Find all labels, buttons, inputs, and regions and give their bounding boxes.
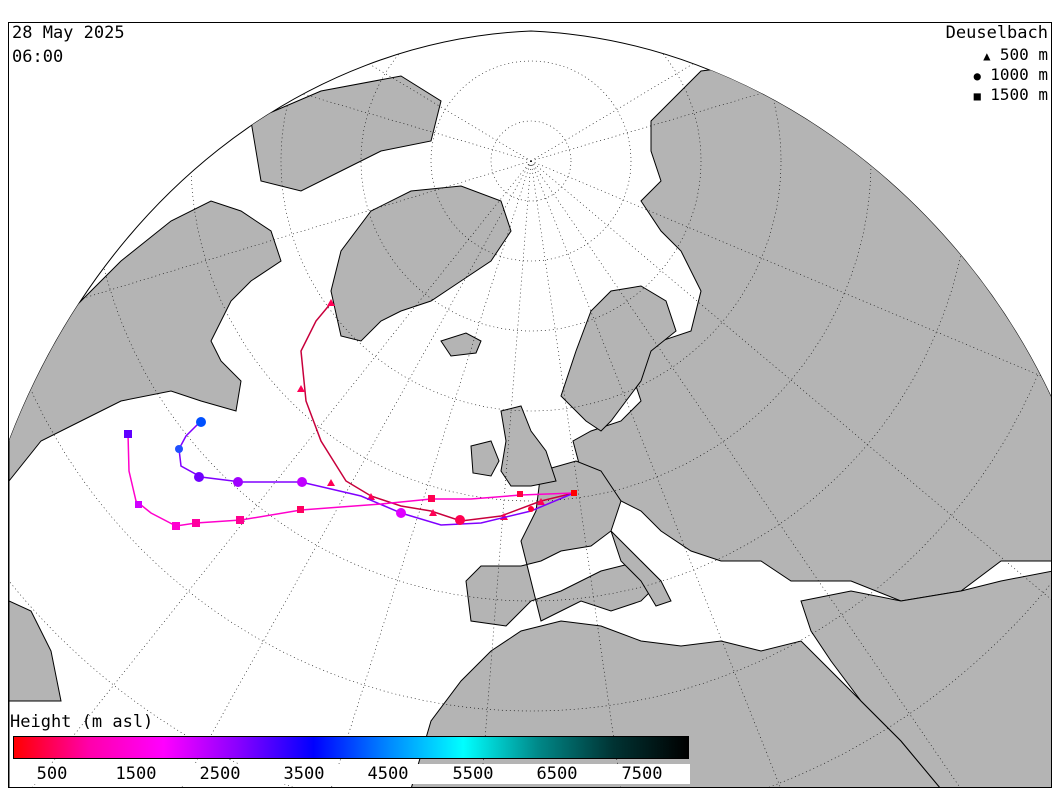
time-label: 06:00 [12, 47, 64, 67]
square-icon: ■ [973, 89, 981, 103]
legend-item-1500m: ■ 1500 m [970, 86, 1048, 105]
legend-item-1000m: ● 1000 m [970, 66, 1048, 85]
triangle-icon: ▲ [983, 49, 991, 63]
map-canvas [9, 30, 1051, 787]
legend-item-500m: ▲ 500 m [980, 46, 1048, 65]
height-scale-ticks: 500 1500 2500 3500 4500 5500 6500 7500 [10, 764, 690, 784]
height-color-scale [13, 736, 689, 759]
land-caribbean [9, 600, 62, 702]
land-italy [610, 530, 672, 607]
land-britain [500, 405, 557, 487]
station-name: Deuselbach [945, 23, 1048, 43]
date-label: 28 May 2025 [12, 23, 125, 43]
circle-icon: ● [973, 69, 981, 83]
scale-tick-label: 7500 [621, 764, 663, 784]
scale-tick-label: 6500 [536, 764, 578, 784]
land-iceland [440, 332, 482, 357]
land-west-europe [465, 460, 662, 627]
map-frame [8, 22, 1052, 788]
trajectory-1500m [124, 430, 575, 530]
trajectory-1000m [175, 417, 575, 526]
height-scale-title: Height (m asl) [10, 712, 154, 732]
land-scandinavia [560, 285, 677, 432]
land-greenland [330, 185, 512, 342]
land-north-america [9, 200, 282, 483]
land-arctic-islands [250, 75, 442, 192]
scale-tick-label: 1500 [115, 764, 157, 784]
scale-tick-label: 5500 [452, 764, 494, 784]
land-ireland [470, 440, 500, 477]
scale-tick-label: 500 [36, 764, 68, 784]
scale-tick-label: 2500 [199, 764, 241, 784]
source-marker [571, 490, 577, 496]
scale-tick-label: 4500 [367, 764, 409, 784]
land-middle-east [800, 570, 1051, 787]
scale-tick-label: 3500 [283, 764, 325, 784]
